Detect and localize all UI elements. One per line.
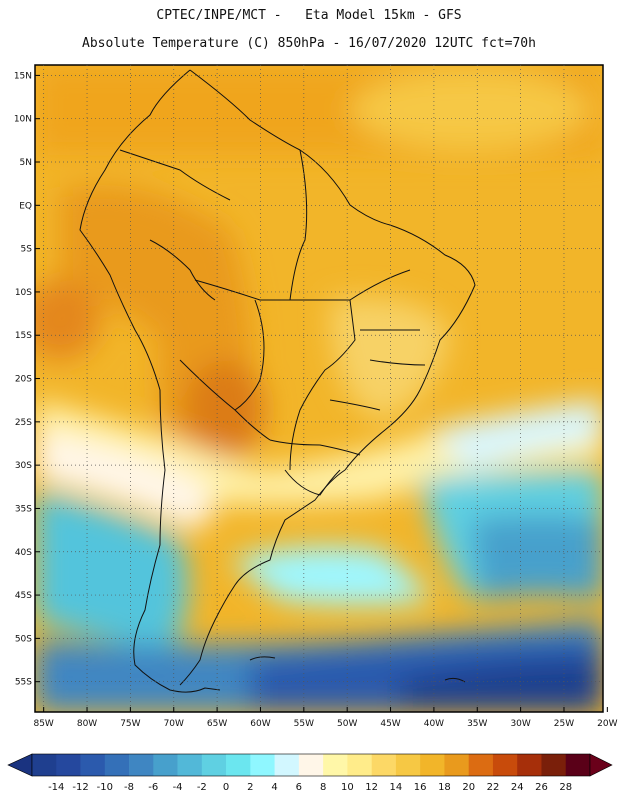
colorbar-swatch xyxy=(177,754,203,776)
colorbar-level-label: -6 xyxy=(148,782,158,793)
coastline-borders xyxy=(79,69,476,693)
graticule xyxy=(35,65,603,712)
colorbar-swatch xyxy=(56,754,81,776)
colorbar-swatch xyxy=(395,754,421,776)
lat-label: 5S xyxy=(21,245,33,255)
colorbar-swatch xyxy=(347,754,372,776)
colorbar-swatch xyxy=(226,754,251,776)
colorbar-level-label: 18 xyxy=(438,782,451,793)
temperature-field xyxy=(35,65,603,712)
lat-label: 20S xyxy=(15,375,32,385)
lon-label: 45W xyxy=(380,719,400,729)
colorbar-swatch xyxy=(371,754,397,776)
colorbar-level-label: -8 xyxy=(124,782,134,793)
colorbar-swatch xyxy=(153,754,178,776)
colorbar-swatch xyxy=(201,754,227,776)
colorbar-swatch xyxy=(444,754,469,776)
lat-label: 55S xyxy=(15,678,32,688)
colorbar-swatch xyxy=(298,754,324,776)
chart-title-line-1: CPTEC/INPE/MCT - Eta Model 15km - GFS xyxy=(156,8,462,23)
lat-label: 15S xyxy=(15,331,32,341)
colorbar xyxy=(7,753,613,777)
lat-label: 25S xyxy=(15,418,32,428)
colorbar-level-label: 2 xyxy=(247,782,253,793)
lat-label: 5N xyxy=(20,158,32,168)
colorbar-level-label: 14 xyxy=(390,782,403,793)
colorbar-swatch xyxy=(517,754,542,776)
lon-label: 20W xyxy=(597,719,617,729)
lat-label: 10N xyxy=(14,115,32,125)
colorbar-swatch xyxy=(104,754,130,776)
colorbar-swatch xyxy=(129,754,154,776)
colorbar-swatch xyxy=(80,754,106,776)
colorbar-level-label: 8 xyxy=(320,782,326,793)
colorbar-swatch xyxy=(323,754,348,776)
colorbar-swatch xyxy=(250,754,275,776)
colorbar-level-label: 26 xyxy=(535,782,548,793)
colorbar-level-label: -2 xyxy=(197,782,207,793)
colorbar-level-label: 6 xyxy=(296,782,302,793)
colorbar-level-label: 4 xyxy=(271,782,277,793)
colorbar-swatch xyxy=(492,754,518,776)
chart-title-line-2: Absolute Temperature (C) 850hPa - 16/07/… xyxy=(82,36,536,51)
latitude-labels: 15N 10N 5N EQ 5S 10S 15S 20S 25S 30S 35S 40S 45S 50S 5… xyxy=(14,71,40,688)
colorbar-swatch xyxy=(420,754,445,776)
map-frame xyxy=(34,64,604,713)
colorbar-level-label: 24 xyxy=(511,782,524,793)
colorbar-level-label: 28 xyxy=(559,782,572,793)
lat-label: 40S xyxy=(15,548,32,558)
lon-label: 35W xyxy=(467,719,487,729)
lon-label: 70W xyxy=(164,719,184,729)
colorbar-swatch xyxy=(565,754,591,776)
colorbar-swatch xyxy=(274,754,300,776)
colorbar-over-arrow xyxy=(589,753,613,777)
colorbar-under-arrow xyxy=(7,753,33,777)
lon-label: 85W xyxy=(33,719,53,729)
lon-label: 25W xyxy=(554,719,574,729)
lon-label: 60W xyxy=(250,719,270,729)
colorbar-level-label: 22 xyxy=(487,782,500,793)
lat-label: 10S xyxy=(15,288,32,298)
lat-label: EQ xyxy=(19,201,32,211)
colorbar-level-label: -12 xyxy=(72,782,88,793)
colorbar-level-label: -4 xyxy=(173,782,183,793)
colorbar-swatch xyxy=(32,754,57,776)
lon-label: 55W xyxy=(294,719,314,729)
lon-label: 75W xyxy=(120,719,140,729)
colorbar-level-label: 0 xyxy=(223,782,229,793)
colorbar-swatch xyxy=(468,754,494,776)
lon-label: 80W xyxy=(77,719,97,729)
lat-label: 35S xyxy=(15,504,32,514)
colorbar-labels: -14 -12 -10 -8 -6 -4 -2 0 2 4 6 8 10 12 14 16 18 20 22 24 26… xyxy=(48,782,572,793)
lon-label: 50W xyxy=(337,719,357,729)
lat-label: 45S xyxy=(15,591,32,601)
lon-label: 65W xyxy=(207,719,227,729)
colorbar-swatch xyxy=(541,754,567,776)
lat-label: 15N xyxy=(14,71,32,81)
colorbar-level-label: -14 xyxy=(48,782,64,793)
lat-label: 50S xyxy=(15,634,32,644)
lat-label: 30S xyxy=(15,461,32,471)
lon-label: 40W xyxy=(424,719,444,729)
longitude-labels: 85W 80W 75W 70W 65W 60W 55W 50W 45W 40W 35W 30W 25W 2… xyxy=(33,707,618,729)
lon-label: 30W xyxy=(510,719,530,729)
colorbar-level-label: 16 xyxy=(414,782,427,793)
colorbar-level-label: 12 xyxy=(365,782,378,793)
colorbar-level-label: 20 xyxy=(462,782,475,793)
colorbar-level-label: 10 xyxy=(341,782,354,793)
colorbar-level-label: -10 xyxy=(97,782,113,793)
